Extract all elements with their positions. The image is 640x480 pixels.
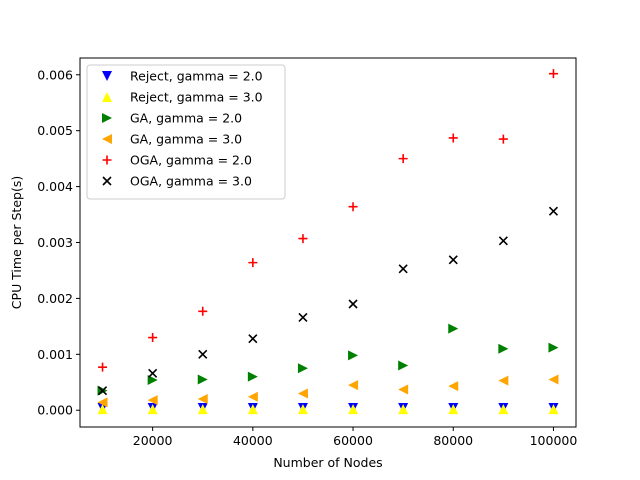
data-point-series-3: [348, 380, 359, 391]
data-point-series-2: [297, 363, 308, 374]
legend-marker: [102, 92, 112, 102]
x-tick-label: 80000: [433, 433, 473, 448]
legend-entry-label: GA, gamma = 3.0: [130, 132, 242, 147]
data-point-series-1: [147, 404, 158, 415]
x-tick-label: 60000: [333, 433, 373, 448]
legend: Reject, gamma = 2.0 Reject, gamma = 3.0 GA…: [86, 64, 286, 200]
y-axis-label: CPU Time per Step(s): [9, 176, 24, 309]
data-point-series-4: [98, 362, 108, 372]
data-point-series-5: [148, 368, 158, 378]
data-point-series-5: [548, 206, 559, 216]
y-tick-label: 0.005: [37, 123, 73, 138]
data-point-series-2: [197, 374, 208, 385]
data-point-series-5: [198, 349, 208, 359]
legend-entry-label: Reject, gamma = 3.0: [130, 90, 263, 105]
data-point-series-1: [247, 404, 258, 415]
legend-box: [86, 64, 286, 200]
data-point-series-5: [97, 386, 108, 396]
y-tick-label: 0.000: [37, 403, 73, 418]
data-point-series-5: [398, 264, 408, 274]
x-axis-label: Number of Nodes: [273, 455, 382, 470]
data-point-series-4: [148, 333, 158, 343]
data-point-series-2: [147, 375, 158, 386]
data-point-series-4: [198, 306, 208, 316]
legend-marker: [102, 134, 112, 144]
data-point-series-1: [97, 404, 108, 415]
x-tick-label: 100000: [530, 433, 578, 448]
data-point-series-1: [398, 404, 409, 415]
data-point-series-5: [348, 299, 358, 309]
data-point-series-5: [248, 334, 258, 344]
data-point-series-5: [448, 255, 458, 265]
legend-marker: [102, 176, 112, 186]
data-point-series-3: [97, 397, 108, 408]
data-point-series-1: [297, 404, 308, 415]
data-point-series-2: [247, 371, 258, 382]
data-point-series-2: [498, 343, 509, 354]
y-tick-label: 0.006: [37, 67, 73, 82]
data-point-series-4: [548, 69, 558, 79]
legend-marker: [102, 113, 112, 123]
data-point-series-4: [398, 154, 408, 164]
data-point-series-3: [197, 394, 208, 405]
legend-marker: [102, 155, 112, 165]
data-point-series-1: [498, 404, 509, 415]
data-points: [97, 69, 559, 415]
legend-entry-label: Reject, gamma = 2.0: [130, 69, 263, 84]
legend-marker: [102, 71, 112, 81]
data-point-series-3: [297, 388, 308, 399]
legend-entry-label: GA, gamma = 2.0: [130, 111, 242, 126]
x-tick-label: 40000: [233, 433, 273, 448]
data-point-series-1: [548, 404, 559, 415]
data-point-series-3: [498, 375, 509, 386]
data-point-series-4: [298, 234, 308, 244]
data-point-series-3: [448, 381, 459, 392]
data-point-series-4: [348, 202, 358, 212]
y-tick-label: 0.002: [37, 291, 73, 306]
data-point-series-2: [548, 342, 559, 353]
legend-entry-label: OGA, gamma = 2.0: [130, 153, 252, 168]
data-point-series-1: [197, 404, 208, 415]
x-tick-label: 20000: [133, 433, 173, 448]
legend-entry-label: OGA, gamma = 3.0: [130, 174, 252, 189]
data-point-series-2: [348, 350, 359, 361]
axis-ticks: 20000 40000 60000 80000 100000 0.000 0.001 0.00…: [37, 67, 577, 448]
data-point-series-2: [398, 360, 409, 371]
y-tick-label: 0.004: [37, 179, 73, 194]
y-tick-label: 0.001: [37, 347, 73, 362]
plot-area-frame: [79, 57, 577, 428]
data-point-series-1: [448, 404, 459, 415]
data-point-series-3: [147, 395, 158, 406]
data-point-series-2: [448, 323, 459, 334]
data-point-series-3: [548, 374, 559, 385]
data-point-series-4: [448, 133, 458, 143]
data-point-series-5: [298, 312, 308, 322]
data-point-series-1: [348, 404, 359, 415]
data-point-series-3: [398, 384, 409, 395]
data-point-series-5: [498, 236, 508, 246]
y-tick-label: 0.003: [37, 235, 73, 250]
data-point-series-4: [498, 134, 508, 144]
data-point-series-4: [248, 258, 258, 268]
data-point-series-3: [247, 391, 258, 402]
